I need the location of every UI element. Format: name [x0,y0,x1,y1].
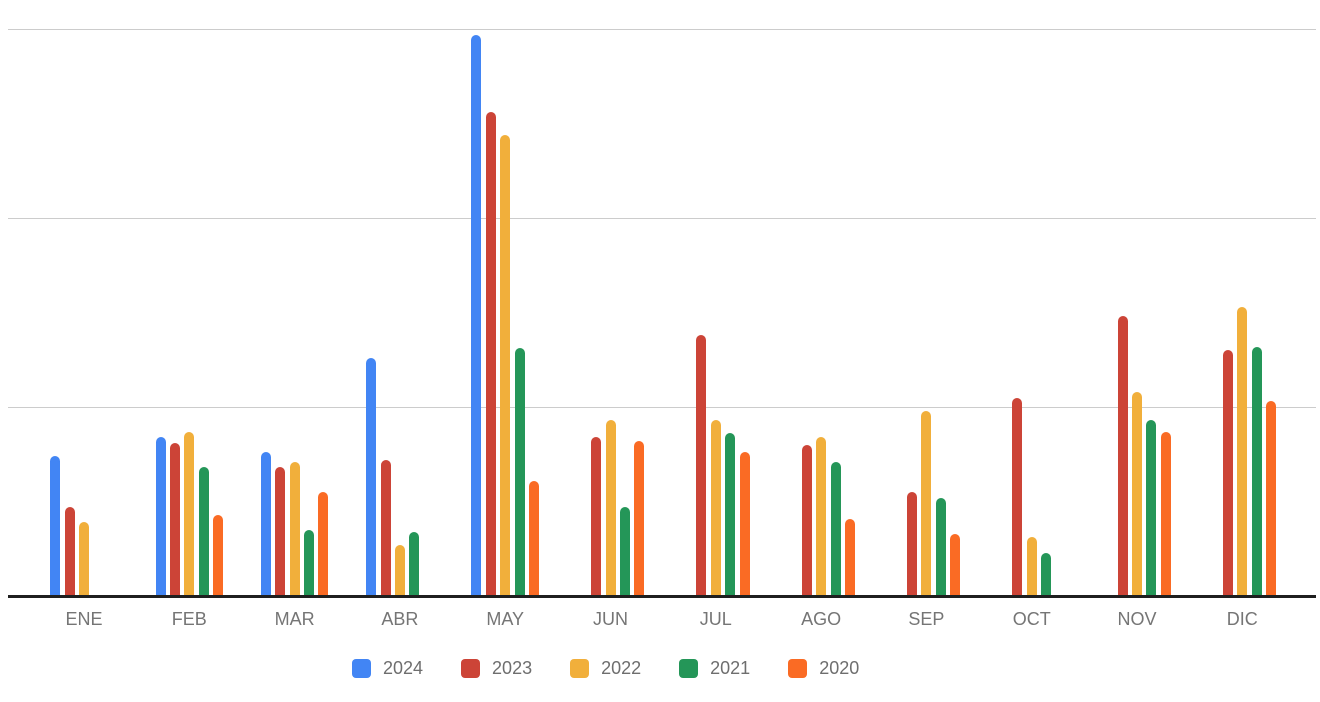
bar-abr-2022[interactable] [394,544,405,596]
legend-item-2024[interactable]: 2024 [352,659,423,678]
x-axis-label-nov: NOV [1117,609,1157,629]
bar-mar-2023[interactable] [275,467,286,596]
plot-area [8,28,1316,596]
legend-swatch-icon [570,659,590,678]
legend-swatch-icon [352,659,371,678]
x-axis-label-dic: DIC [1226,609,1258,629]
bar-nov-2020[interactable] [1160,431,1171,596]
legend-swatch-icon [679,659,699,678]
bar-ene-2023[interactable] [64,507,75,596]
bar-ene-2022[interactable] [79,522,89,596]
x-axis-label-abr: ABR [381,609,419,629]
legend-label: 2023 [492,658,533,678]
bar-ago-2022[interactable] [816,437,827,596]
x-axis-label-jul: JUL [699,609,732,629]
x-axis-label-jun: JUN [593,609,628,629]
x-axis-label-ene: ENE [65,609,103,629]
x-axis-label-mar: MAR [274,609,315,629]
bar-feb-2023[interactable] [169,442,180,596]
legend-label: 2021 [710,658,751,678]
x-axis-label-ago: AGO [801,609,842,629]
x-axis-label-sep: SEP [908,609,945,629]
bar-ene-2024[interactable] [50,456,61,596]
bar-jul-2022[interactable] [710,420,721,596]
bar-jun-2020[interactable] [634,441,645,596]
gridline-100 [8,406,1316,408]
bar-may-2024[interactable] [471,34,482,596]
bar-abr-2021[interactable] [409,531,420,596]
bar-ago-2021[interactable] [830,461,841,596]
bar-feb-2021[interactable] [198,467,209,596]
bar-oct-2022[interactable] [1026,537,1037,596]
bar-ago-2020[interactable] [844,518,855,596]
bar-dic-2022[interactable] [1237,306,1248,596]
bar-oct-2021[interactable] [1041,552,1052,596]
bar-mar-2024[interactable] [260,452,271,596]
bar-mar-2021[interactable] [304,529,314,596]
bar-may-2023[interactable] [485,112,496,596]
bar-jul-2020[interactable] [739,452,750,596]
bar-sep-2022[interactable] [921,410,932,596]
bar-abr-2023[interactable] [380,459,391,596]
bar-dic-2023[interactable] [1222,350,1233,596]
bar-sep-2023[interactable] [907,492,917,596]
bar-jul-2021[interactable] [725,433,736,596]
bar-jun-2023[interactable] [591,437,602,596]
bar-jun-2022[interactable] [605,420,616,596]
bar-dic-2020[interactable] [1266,401,1277,596]
legend-swatch-icon [461,659,481,678]
bar-nov-2022[interactable] [1132,391,1142,596]
bar-jun-2021[interactable] [619,507,630,596]
bar-sep-2020[interactable] [950,533,961,596]
legend: 2024 2023 2022 2021 2020 [352,659,859,678]
bar-jul-2023[interactable] [696,335,707,596]
bar-may-2021[interactable] [514,348,525,596]
legend-item-2022[interactable]: 2022 [570,659,641,678]
legend-item-2023[interactable]: 2023 [461,659,532,678]
bar-abr-2024[interactable] [366,357,377,596]
legend-label: 2022 [601,658,642,678]
bar-nov-2021[interactable] [1146,420,1157,596]
bar-nov-2023[interactable] [1117,316,1128,596]
bar-dic-2021[interactable] [1251,346,1262,596]
bar-sep-2021[interactable] [935,497,946,596]
gridline-200 [8,217,1316,219]
legend-label: 2024 [383,658,424,678]
x-axis-labels: ENE FEB MAR ABR MAY JUN JUL AGO SEP OCT NOV DIC [8,607,1316,631]
bar-ago-2023[interactable] [801,444,812,596]
bar-feb-2020[interactable] [213,514,224,596]
x-axis-label-oct: OCT [1012,609,1051,629]
bar-oct-2023[interactable] [1012,397,1023,596]
x-axis-label-feb: FEB [171,609,207,629]
bar-feb-2024[interactable] [155,437,166,596]
legend-item-2020[interactable]: 2020 [788,659,859,678]
bar-mar-2022[interactable] [289,461,300,596]
x-axis-label-may: MAY [486,609,525,629]
bar-mar-2020[interactable] [318,492,329,596]
gridline-300 [8,28,1316,30]
legend-item-2021[interactable]: 2021 [679,659,750,678]
bar-feb-2022[interactable] [184,431,195,596]
x-axis-line [8,595,1316,598]
bar-may-2022[interactable] [500,134,511,596]
bar-may-2020[interactable] [529,480,539,596]
legend-swatch-icon [788,659,808,678]
legend-label: 2020 [819,658,860,678]
